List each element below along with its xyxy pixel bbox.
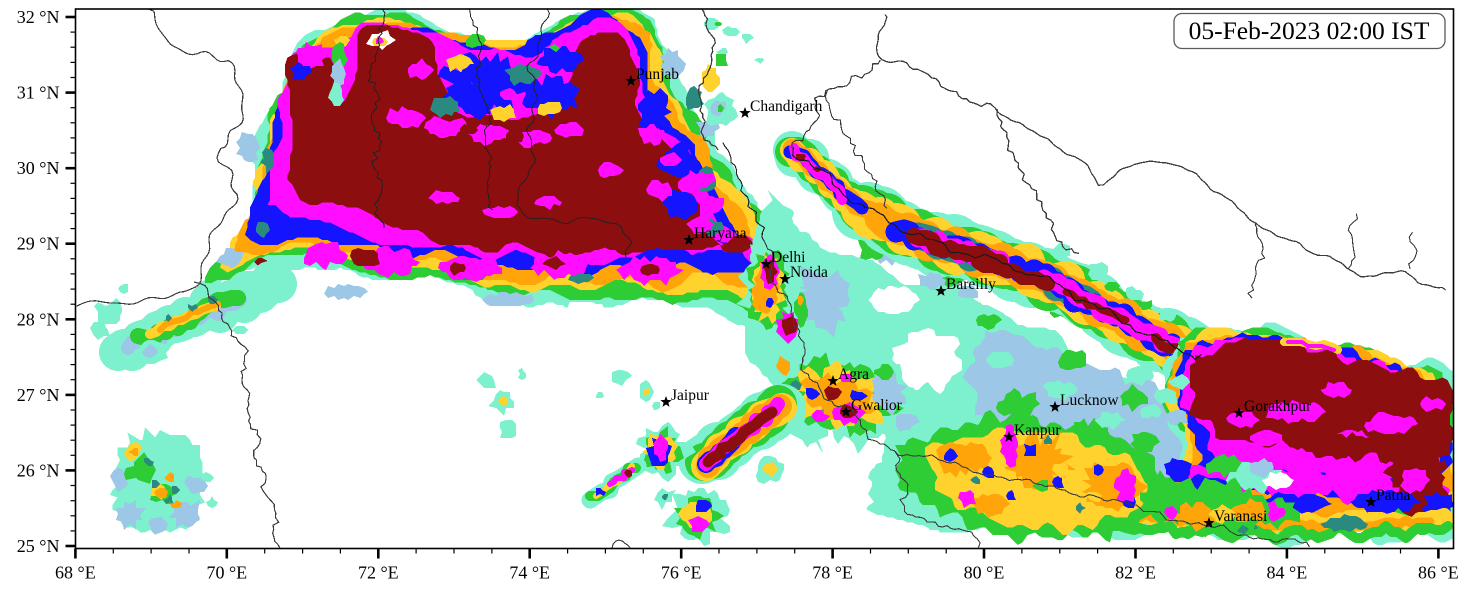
svg-text:86 °E: 86 °E — [1418, 563, 1459, 583]
svg-text:30 °N: 30 °N — [17, 158, 60, 178]
svg-text:Haryana: Haryana — [694, 225, 747, 242]
svg-text:84 °E: 84 °E — [1267, 563, 1308, 583]
svg-text:Chandigarh: Chandigarh — [750, 98, 823, 115]
svg-text:82 °E: 82 °E — [1115, 563, 1156, 583]
svg-text:80 °E: 80 °E — [964, 563, 1005, 583]
svg-text:Kanpur: Kanpur — [1014, 422, 1061, 439]
svg-text:76 °E: 76 °E — [661, 563, 702, 583]
svg-text:28 °N: 28 °N — [17, 309, 60, 329]
svg-text:Delhi: Delhi — [771, 249, 806, 266]
svg-text:27 °N: 27 °N — [17, 385, 60, 405]
svg-text:Varanasi: Varanasi — [1214, 508, 1268, 525]
svg-text:25 °N: 25 °N — [17, 536, 60, 556]
svg-text:31 °N: 31 °N — [17, 83, 60, 103]
svg-text:05-Feb-2023 02:00 IST: 05-Feb-2023 02:00 IST — [1189, 16, 1430, 45]
svg-text:74 °E: 74 °E — [509, 563, 550, 583]
svg-text:Punjab: Punjab — [636, 66, 679, 83]
svg-text:Gwalior: Gwalior — [851, 397, 903, 414]
svg-text:32 °N: 32 °N — [17, 7, 60, 27]
svg-text:68 °E: 68 °E — [55, 563, 96, 583]
svg-text:Patna: Patna — [1376, 487, 1411, 504]
svg-text:Jaipur: Jaipur — [671, 387, 710, 404]
svg-text:29 °N: 29 °N — [17, 234, 60, 254]
svg-text:70 °E: 70 °E — [206, 563, 247, 583]
svg-text:Agra: Agra — [838, 366, 869, 383]
svg-text:Noida: Noida — [790, 264, 828, 281]
svg-text:78 °E: 78 °E — [812, 563, 853, 583]
svg-text:26 °N: 26 °N — [17, 460, 60, 480]
svg-text:Bareilly: Bareilly — [946, 276, 996, 293]
svg-text:Lucknow: Lucknow — [1060, 392, 1119, 409]
svg-text:72 °E: 72 °E — [358, 563, 399, 583]
svg-text:Gorakhpur: Gorakhpur — [1244, 398, 1312, 415]
